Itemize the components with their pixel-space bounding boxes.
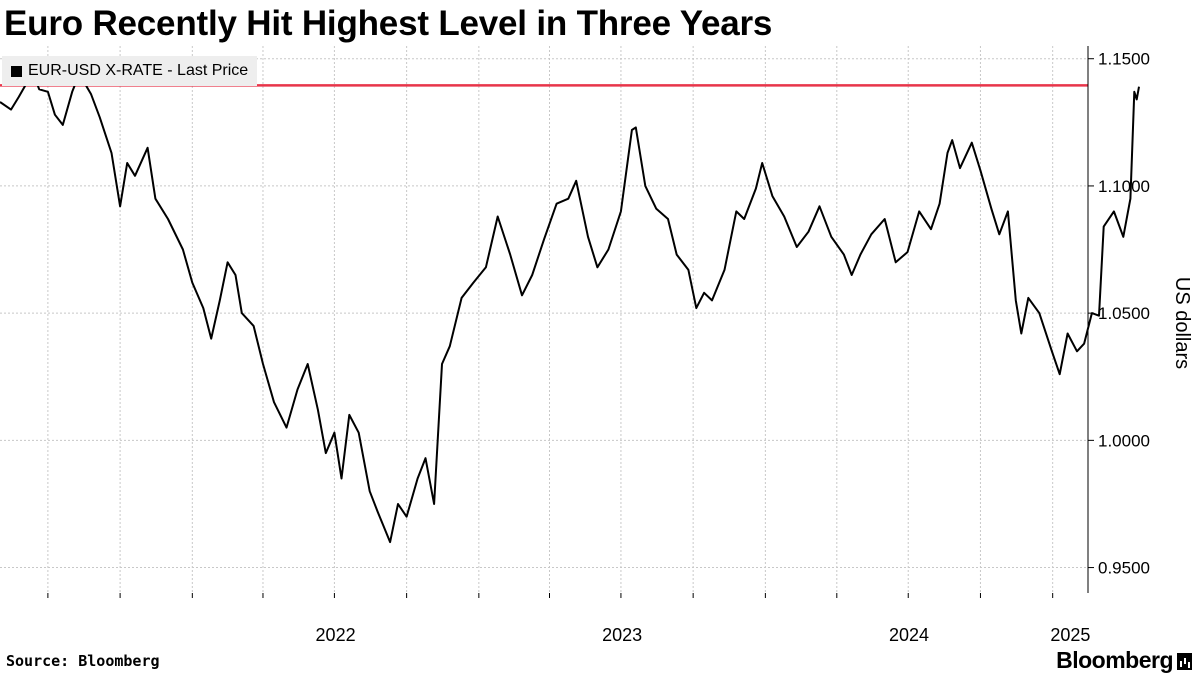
brand: Bloomberg (1056, 647, 1192, 674)
y-tick-label: 1.0000 (1098, 431, 1150, 450)
series-group (0, 67, 1140, 544)
legend-label: EUR-USD X-RATE - Last Price (28, 62, 249, 79)
x-tick-label: 2023 (602, 625, 642, 645)
x-tick-label: 2025 (1050, 625, 1090, 645)
series-line (0, 67, 1140, 544)
y-tick-label: 1.0500 (1098, 304, 1150, 323)
legend-swatch (11, 65, 22, 77)
grid (0, 46, 1088, 593)
legend: EUR-USD X-RATE - Last Price (2, 56, 258, 86)
source-note: Source: Bloomberg (6, 652, 160, 670)
bloomberg-terminal-icon (1177, 653, 1192, 670)
y-tick-label: 1.1000 (1098, 177, 1150, 196)
y-tick-label: 1.1500 (1098, 50, 1150, 69)
axes: 0.9500 1.0000 1.0500 1.1000 1.1500 2022 2023 20… (47, 46, 1193, 645)
y-axis-label: US dollars (1171, 277, 1193, 369)
brand-name: Bloomberg (1056, 647, 1173, 673)
x-tick-label: 2022 (316, 625, 356, 645)
chart-title: Euro Recently Hit Highest Level in Three… (4, 4, 773, 43)
y-tick-label: 0.9500 (1098, 559, 1150, 578)
x-tick-label: 2024 (889, 625, 929, 645)
